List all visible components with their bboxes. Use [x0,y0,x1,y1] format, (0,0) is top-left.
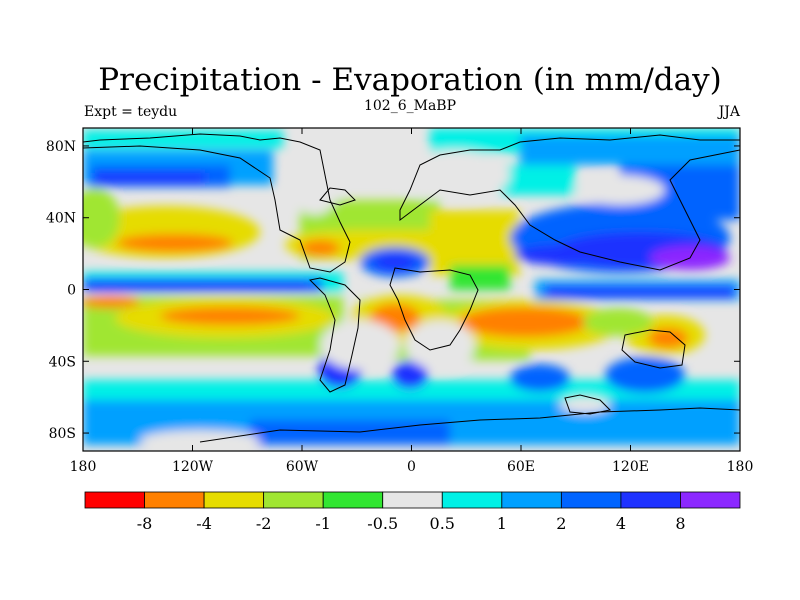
colorbar-swatch [501,491,562,509]
colorbar-label: -1 [315,514,331,533]
experiment-label: Expt = teydu [84,104,177,120]
colorbar-swatch [620,491,681,509]
colorbar-swatch [144,491,205,509]
axis-ticks [82,128,741,451]
lon-tick-label: 60W [286,459,319,475]
lon-tick-label: 180 [70,459,97,475]
season-label: JJA [717,104,741,120]
colorbar-label: 4 [616,514,626,533]
colorbar-swatch [84,491,145,509]
lon-tick-label: 180 [727,459,754,475]
colorbar-label: 0.5 [430,514,455,533]
period-label: 102_6_MaBP [364,98,456,114]
lon-tick-label: 120W [172,459,214,475]
colorbar-label: 1 [497,514,507,533]
colorbar [84,491,741,509]
colorbar-labels: -8 -4 -2 -1 -0.5 0.5 1 2 4 8 [137,514,686,533]
lon-tick-label: 0 [407,459,416,475]
colorbar-label: -4 [196,514,212,533]
latitude-labels: 80N 40N 0 40S 80S [46,139,76,442]
colorbar-swatch [322,491,384,509]
longitude-labels: 180 120W 60W 0 60E 120E 180 [70,459,754,475]
lat-tick-label: 40N [46,211,76,227]
colorbar-label: -8 [137,514,153,533]
lat-tick-label: 80S [49,426,76,442]
lat-tick-label: 40S [49,354,76,370]
lat-tick-label: 80N [46,139,76,155]
lon-tick-label: 60E [507,459,535,475]
colorbar-label: -0.5 [367,514,398,533]
lat-tick-label: 0 [67,283,76,299]
colorbar-swatch [263,491,324,509]
field-shading [83,128,740,450]
chart-title: Precipitation - Evaporation (in mm/day) [98,62,721,98]
colorbar-label: -2 [256,514,272,533]
colorbar-swatch [441,491,503,509]
lon-tick-label: 120E [612,459,649,475]
colorbar-label: 8 [675,514,685,533]
coastlines [83,133,740,443]
colorbar-label: 2 [556,514,566,533]
colorbar-swatch [203,491,265,509]
colorbar-swatch [680,491,741,509]
colorbar-swatch [560,491,622,509]
colorbar-swatch [382,491,443,509]
field-map [83,128,740,451]
